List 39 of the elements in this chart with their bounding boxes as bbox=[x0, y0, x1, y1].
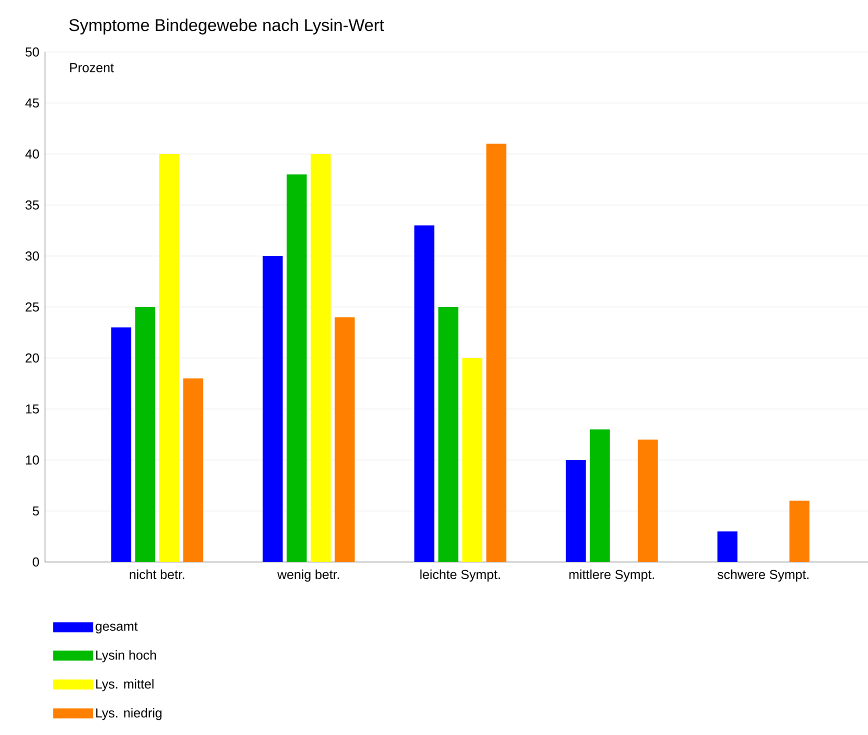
y-tick-label: 10 bbox=[26, 455, 39, 465]
bar bbox=[590, 429, 610, 562]
bar bbox=[414, 225, 434, 562]
y-tick-label: 15 bbox=[26, 404, 39, 414]
bar bbox=[111, 327, 132, 562]
bar bbox=[717, 531, 738, 562]
x-tick-label: nicht betr. bbox=[130, 570, 184, 580]
bar bbox=[462, 358, 482, 562]
y-tick-label: 40 bbox=[25, 149, 39, 159]
y-tick-label: 30 bbox=[26, 251, 39, 261]
legend-label: Lys. mittel bbox=[96, 679, 154, 692]
bar bbox=[334, 317, 355, 562]
bar bbox=[566, 460, 586, 562]
chart-title: Symptome Bindegewebe nach Lysin-Wert bbox=[69, 18, 384, 35]
x-tick-label: wenig betr. bbox=[277, 570, 339, 582]
x-tick-label: leichte Sympt. bbox=[420, 570, 500, 582]
bar bbox=[438, 307, 458, 562]
x-tick-label: mittlere Sympt. bbox=[569, 570, 654, 582]
y-tick-label: 35 bbox=[26, 200, 39, 210]
y-tick-label: 45 bbox=[25, 98, 39, 108]
y-tick-label: 50 bbox=[26, 47, 39, 57]
legend-label: gesamt bbox=[96, 622, 138, 634]
bar bbox=[789, 500, 810, 562]
x-tick-label: schwere Sympt. bbox=[718, 570, 808, 582]
bar bbox=[262, 256, 283, 562]
y-tick-label: 20 bbox=[26, 353, 39, 363]
legend-label: Lysin hoch bbox=[96, 650, 156, 662]
bar bbox=[638, 440, 658, 562]
bar bbox=[486, 144, 506, 562]
bar bbox=[159, 154, 180, 562]
bar bbox=[135, 307, 156, 562]
legend-label: Lys. niedrig bbox=[96, 708, 162, 720]
y-tick-label: 0 bbox=[32, 557, 39, 567]
bar bbox=[183, 378, 204, 562]
bar bbox=[310, 154, 331, 562]
y-axis-title: Prozent bbox=[70, 63, 114, 72]
bar bbox=[286, 174, 307, 562]
y-tick-label: 5 bbox=[32, 506, 39, 516]
y-tick-label: 25 bbox=[26, 302, 39, 312]
